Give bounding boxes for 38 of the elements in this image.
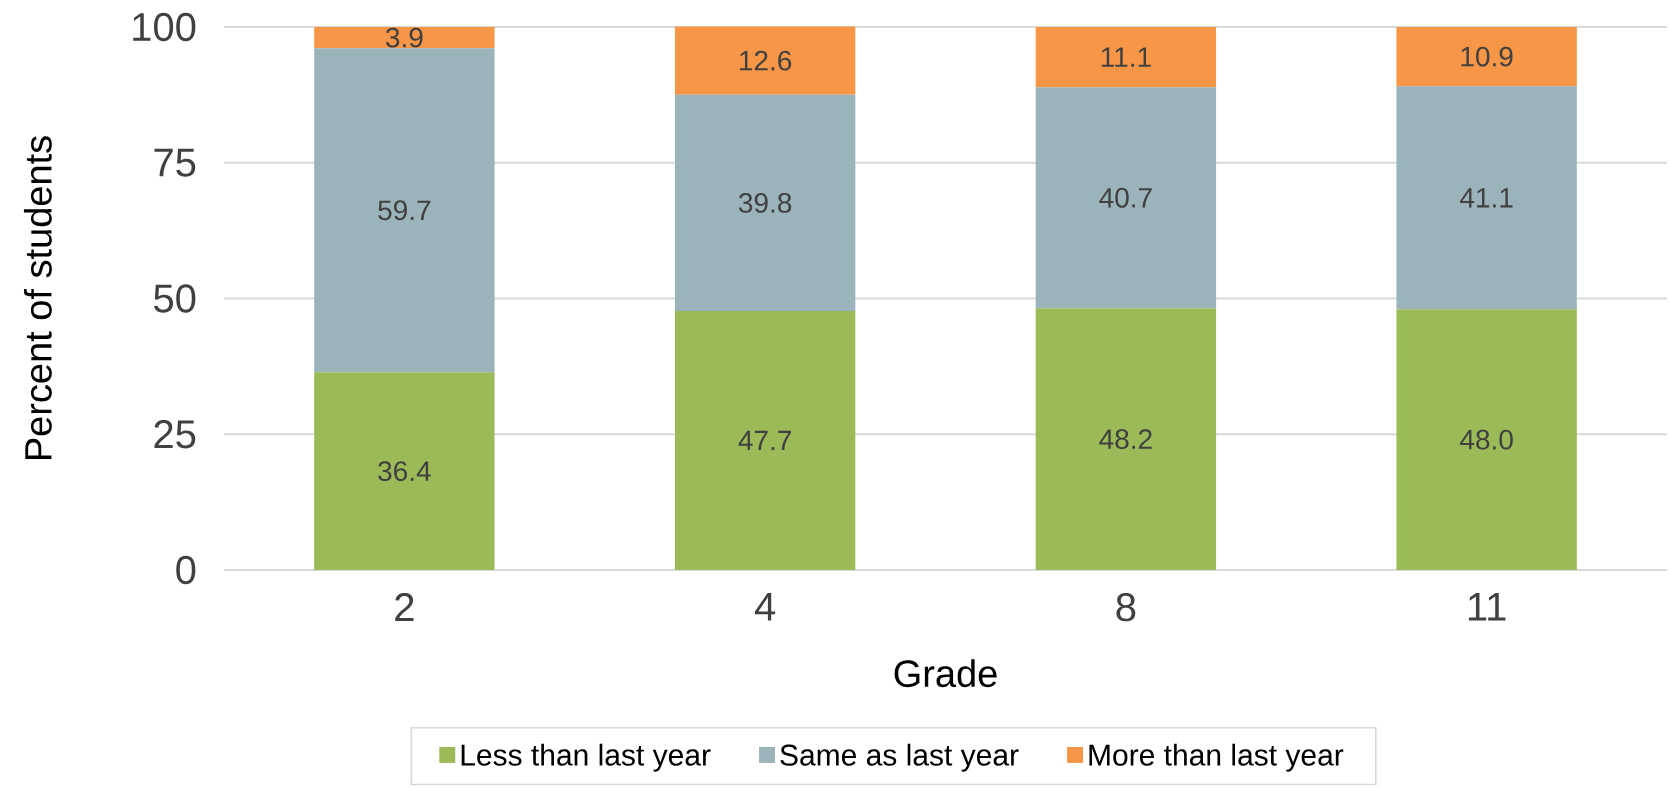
bar — [314, 372, 495, 570]
x-tick-label: 8 — [1116, 593, 1136, 622]
bar — [674, 310, 856, 570]
legend-label: Less than last year — [461, 743, 711, 772]
y-tick-label: 50 — [154, 284, 196, 313]
data-label: 40.7 — [1099, 187, 1152, 208]
data-label: 12.6 — [740, 50, 792, 71]
bar — [314, 27, 495, 49]
y-tick-label: 100 — [133, 12, 196, 42]
data-label: 48.0 — [1460, 429, 1513, 450]
x-tick-label: 2 — [395, 593, 414, 621]
y-axis-title: Percent of students — [23, 136, 52, 460]
data-label: 11.1 — [1101, 47, 1151, 67]
data-label: 41.1 — [1460, 188, 1513, 208]
bar — [674, 94, 856, 311]
y-tick-label: 75 — [154, 148, 196, 177]
bar — [1396, 309, 1577, 570]
bar — [1035, 308, 1217, 570]
data-label: 47.7 — [738, 430, 791, 451]
legend-label: More than last year — [1089, 743, 1344, 772]
bar — [1396, 27, 1577, 87]
bar — [1396, 86, 1577, 310]
x-tick-label: 4 — [754, 593, 776, 621]
legend-label: Same as last year — [780, 743, 1019, 772]
x-tick-label: 11 — [1468, 593, 1506, 621]
bar — [314, 48, 495, 373]
data-label: 59.7 — [378, 200, 431, 221]
y-tick-label: 25 — [154, 420, 196, 449]
data-label: 48.2 — [1099, 429, 1152, 450]
data-label: 39.8 — [738, 192, 792, 213]
bar — [1035, 27, 1217, 88]
bar — [674, 26, 856, 95]
bar — [1035, 87, 1217, 309]
data-label: 10.9 — [1461, 46, 1513, 67]
y-tick-label: 0 — [176, 555, 196, 585]
data-label: 3.9 — [385, 27, 423, 48]
x-axis-title: Grade — [894, 659, 997, 688]
data-label: 36.4 — [378, 461, 431, 482]
